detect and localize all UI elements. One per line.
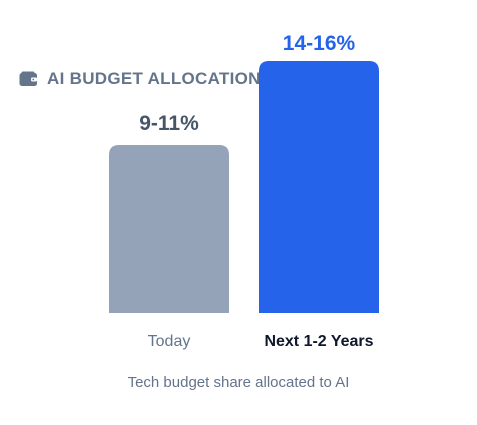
bar <box>259 61 379 313</box>
bar <box>109 145 229 313</box>
chart-caption: Tech budget share allocated to AI <box>127 374 350 391</box>
category-label: Today <box>148 333 191 350</box>
data-label: 9-11% <box>139 112 199 135</box>
data-label: 14-16% <box>283 32 356 55</box>
wallet-icon <box>19 71 38 87</box>
chart-header: AI BUDGET ALLOCATION <box>19 69 261 89</box>
category-label: Next 1-2 Years <box>264 333 373 350</box>
chart-title: AI BUDGET ALLOCATION <box>47 69 261 88</box>
